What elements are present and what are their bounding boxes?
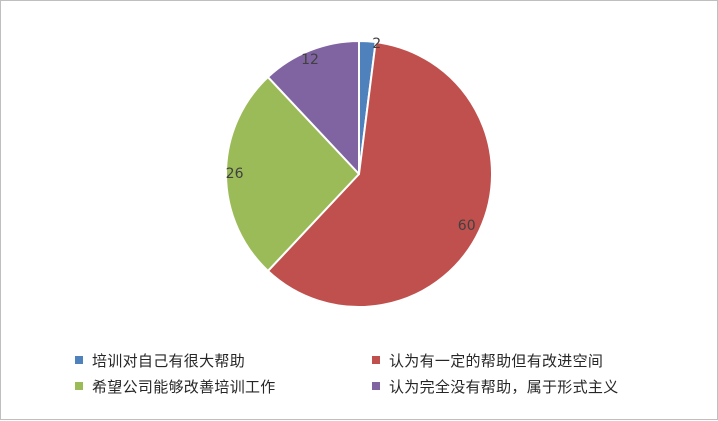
data-label: 2 (372, 36, 381, 52)
pie-slice (266, 40, 360, 175)
pie-slice (225, 76, 360, 272)
data-label: 26 (226, 166, 244, 182)
pie-slices (225, 40, 493, 308)
data-labels: 2 60 26 12 (226, 36, 476, 234)
data-label: 12 (301, 52, 319, 68)
pie-slice (266, 41, 493, 308)
data-label: 60 (458, 218, 476, 234)
